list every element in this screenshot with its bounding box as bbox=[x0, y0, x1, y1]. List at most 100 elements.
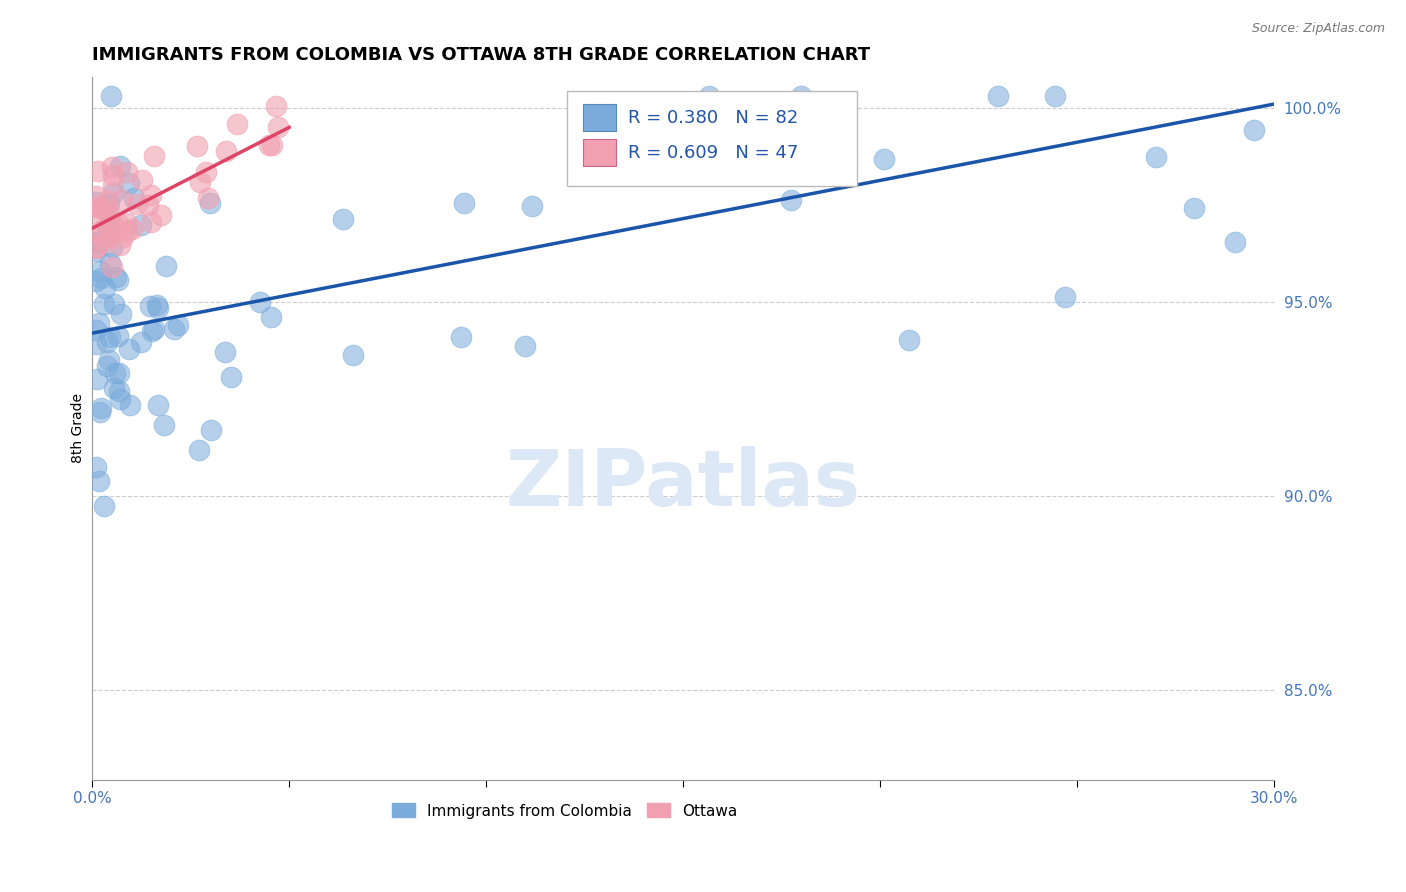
Point bbox=[84, 241, 107, 255]
Point bbox=[1043, 89, 1066, 103]
Point bbox=[155, 259, 177, 273]
Point bbox=[98, 256, 121, 270]
Point bbox=[187, 443, 209, 458]
Text: IMMIGRANTS FROM COLOMBIA VS OTTAWA 8TH GRADE CORRELATION CHART: IMMIGRANTS FROM COLOMBIA VS OTTAWA 8TH G… bbox=[93, 46, 870, 64]
Point bbox=[103, 381, 125, 395]
Point bbox=[108, 392, 131, 406]
Point bbox=[104, 366, 127, 380]
Point bbox=[118, 398, 141, 412]
Point bbox=[112, 229, 135, 244]
Point bbox=[143, 321, 166, 335]
Point bbox=[139, 299, 162, 313]
Point bbox=[898, 333, 921, 347]
Point bbox=[790, 89, 813, 103]
Point bbox=[697, 89, 720, 103]
Point bbox=[89, 264, 111, 278]
Point bbox=[107, 216, 129, 230]
Point bbox=[97, 229, 120, 244]
Point bbox=[142, 148, 165, 162]
Point bbox=[153, 417, 176, 432]
Point bbox=[779, 193, 801, 207]
Point bbox=[141, 324, 163, 338]
Point bbox=[87, 204, 110, 219]
Point bbox=[89, 404, 111, 418]
Point bbox=[93, 500, 115, 514]
Point bbox=[197, 191, 219, 205]
Point bbox=[98, 330, 121, 344]
Point bbox=[98, 221, 121, 235]
Point bbox=[259, 310, 281, 324]
Point bbox=[84, 200, 107, 214]
Point bbox=[987, 89, 1010, 103]
Point bbox=[645, 148, 668, 162]
Point bbox=[93, 297, 115, 311]
Point bbox=[100, 260, 122, 275]
Point bbox=[84, 323, 107, 337]
Point bbox=[96, 334, 118, 349]
Point bbox=[96, 201, 118, 215]
Point bbox=[513, 339, 536, 353]
Point bbox=[96, 194, 118, 208]
Point bbox=[100, 89, 122, 103]
Point bbox=[84, 337, 107, 351]
Point bbox=[117, 216, 139, 230]
Point bbox=[129, 334, 152, 349]
Point bbox=[150, 208, 173, 222]
Point bbox=[118, 342, 141, 356]
Y-axis label: 8th Grade: 8th Grade bbox=[72, 393, 86, 463]
Point bbox=[146, 298, 169, 312]
Point bbox=[198, 196, 221, 211]
Point bbox=[90, 401, 112, 415]
Text: R = 0.609   N = 47: R = 0.609 N = 47 bbox=[627, 144, 799, 161]
Point bbox=[97, 352, 120, 367]
Point bbox=[166, 318, 188, 332]
Point bbox=[262, 137, 284, 152]
Point bbox=[139, 215, 162, 229]
Point bbox=[87, 224, 110, 238]
Point bbox=[1223, 235, 1246, 250]
Point bbox=[225, 118, 247, 132]
Point bbox=[214, 345, 236, 359]
Point bbox=[146, 301, 169, 315]
Point bbox=[84, 459, 107, 474]
Point bbox=[86, 164, 108, 178]
Point bbox=[450, 330, 472, 344]
Point bbox=[1243, 123, 1265, 137]
Point bbox=[1144, 150, 1167, 164]
Point bbox=[131, 172, 153, 186]
FancyBboxPatch shape bbox=[567, 91, 856, 186]
Point bbox=[138, 197, 160, 211]
Point bbox=[108, 159, 131, 173]
Point bbox=[96, 359, 118, 373]
Bar bbox=[582, 104, 616, 131]
Point bbox=[108, 384, 131, 398]
Point bbox=[200, 423, 222, 437]
Point bbox=[453, 195, 475, 210]
Point bbox=[107, 273, 129, 287]
Point bbox=[215, 145, 238, 159]
Point bbox=[1182, 201, 1205, 215]
Point bbox=[91, 202, 114, 217]
Point bbox=[108, 366, 131, 380]
Point bbox=[101, 178, 124, 192]
Point bbox=[84, 195, 107, 210]
Point bbox=[873, 152, 896, 166]
Point bbox=[105, 270, 128, 285]
Point bbox=[86, 235, 108, 249]
Point bbox=[101, 240, 124, 254]
Point bbox=[163, 322, 186, 336]
Point bbox=[86, 372, 108, 386]
Point bbox=[100, 161, 122, 175]
Point bbox=[90, 271, 112, 285]
Point bbox=[100, 210, 122, 224]
Point bbox=[332, 212, 354, 227]
Point bbox=[84, 235, 107, 249]
Point bbox=[195, 165, 218, 179]
Point bbox=[522, 199, 544, 213]
Point bbox=[93, 235, 115, 250]
Point bbox=[249, 295, 271, 310]
Point bbox=[1053, 290, 1076, 304]
Point bbox=[125, 197, 148, 211]
Point bbox=[257, 137, 280, 152]
Point bbox=[103, 297, 125, 311]
